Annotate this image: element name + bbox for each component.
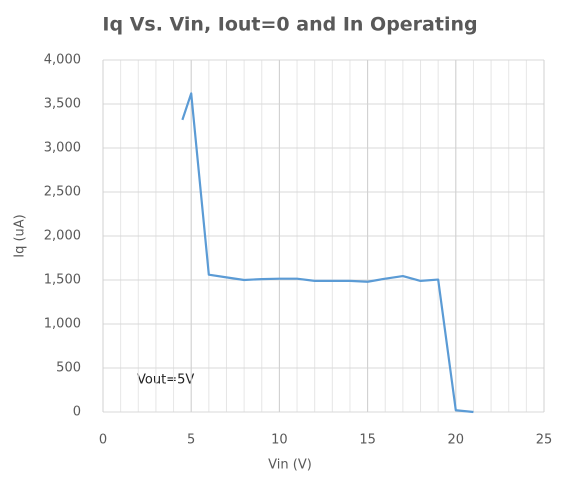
y-tick-label: 3,000 [44, 141, 81, 156]
data-line [181, 92, 474, 414]
x-tick-label: 0 [99, 433, 107, 448]
y-tick-label: 0 [73, 405, 81, 420]
y-tick-label: 2,000 [44, 229, 81, 244]
y-tick-label: 1,500 [44, 273, 81, 288]
x-tick-label: 25 [536, 433, 553, 448]
chart-title: Iq Vs. Vin, Iout=0 and In Operating [102, 14, 477, 36]
y-tick-label: 500 [56, 361, 81, 376]
x-axis-label: Vin (V) [268, 458, 312, 473]
annotation: Vout=5V [137, 373, 194, 388]
y-tick-label: 1,000 [44, 317, 81, 332]
x-tick-label: 20 [448, 433, 465, 448]
x-tick-label: 5 [187, 433, 195, 448]
y-tick-label: 3,500 [44, 97, 81, 112]
x-tick-label: 15 [359, 433, 376, 448]
y-tick-label: 2,500 [44, 185, 81, 200]
y-tick-label: 4,000 [44, 53, 81, 68]
y-axis-label: Iq (uA) [13, 214, 28, 258]
x-tick-label: 10 [271, 433, 288, 448]
